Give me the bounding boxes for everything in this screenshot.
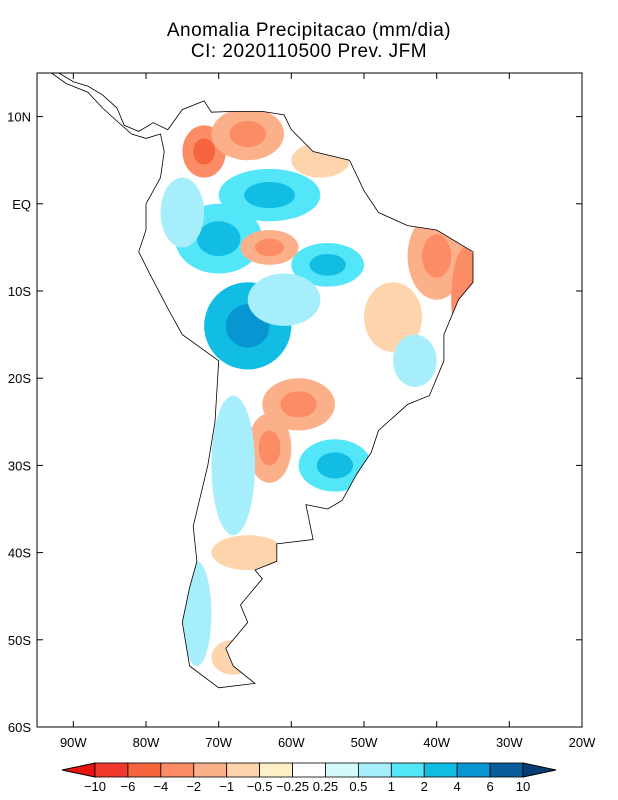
- colorbar-label: 6: [486, 779, 493, 794]
- anomaly-core: [309, 253, 346, 276]
- colorbar-swatch: [325, 762, 359, 778]
- colorbar-swatch: [489, 762, 524, 778]
- map-frame: [36, 72, 583, 728]
- colorbar-swatch: [357, 762, 392, 778]
- y-tick-label: EQ: [12, 197, 31, 212]
- anomaly-core: [244, 182, 295, 209]
- colorbar-label: 4: [454, 779, 461, 794]
- y-tick-label: 50S: [8, 633, 31, 648]
- colorbar-label: 2: [421, 779, 428, 794]
- chart-subtitle: CI: 2020110500 Prev. JFM: [190, 41, 428, 62]
- colorbar-swatch: [292, 762, 326, 778]
- colorbar-max-arrow: [522, 762, 557, 778]
- colorbar-label: −0.5: [247, 779, 273, 794]
- colorbar-min-arrow: [61, 762, 96, 778]
- anomaly-region: [211, 535, 285, 571]
- anomaly-core: [193, 138, 216, 165]
- y-tick-label: 60S: [8, 720, 31, 735]
- chart-title: Anomalia Precipitacao (mm/dia): [166, 20, 452, 41]
- colorbar-swatch: [127, 762, 162, 778]
- colorbar-label: 10: [516, 779, 530, 794]
- anomaly-core: [229, 120, 266, 148]
- y-tick-label: 30S: [8, 458, 31, 473]
- y-tick-label: 20S: [8, 371, 31, 386]
- anomaly-region: [160, 177, 205, 248]
- colorbar-label: 0.5: [349, 779, 367, 794]
- coastline: [50, 72, 474, 689]
- colorbar-swatch: [259, 762, 293, 778]
- colorbar-label: 0.25: [313, 779, 338, 794]
- anomaly-region: [393, 334, 437, 387]
- land-area: [51, 73, 473, 688]
- anomaly-core: [196, 221, 241, 257]
- colorbar-label: −2: [186, 779, 201, 794]
- colorbar-swatch: [390, 762, 425, 778]
- anomaly-core: [258, 430, 281, 466]
- x-tick-label: 80W: [133, 735, 160, 750]
- colorbar-label: −0.25: [276, 779, 309, 794]
- x-tick-label: 90W: [60, 735, 87, 750]
- x-tick-label: 20W: [569, 735, 596, 750]
- colorbar-swatch: [226, 762, 261, 778]
- colorbar-label: −6: [121, 779, 136, 794]
- colorbar-swatch: [456, 762, 491, 778]
- x-tick-label: 70W: [205, 735, 232, 750]
- anomaly-region: [451, 247, 473, 353]
- colorbar-swatch: [160, 762, 195, 778]
- colorbar-label: −4: [153, 779, 168, 794]
- anomaly-core: [458, 273, 473, 326]
- colorbar-swatch: [193, 762, 228, 778]
- colorbar-swatch: [423, 762, 458, 778]
- y-tick-label: 40S: [8, 546, 31, 561]
- x-tick-label: 60W: [278, 735, 305, 750]
- anomaly-region: [211, 639, 255, 675]
- anomaly-core: [316, 452, 354, 479]
- anomaly-region: [291, 142, 350, 178]
- x-tick-label: 30W: [496, 735, 523, 750]
- x-tick-label: 50W: [351, 735, 378, 750]
- anomaly-region: [211, 395, 255, 536]
- anomaly-core: [255, 238, 285, 257]
- colorbar-label: −10: [84, 779, 106, 794]
- colorbar-swatch: [94, 762, 129, 778]
- y-tick-label: 10S: [8, 284, 31, 299]
- anomaly-region: [247, 273, 321, 326]
- anomaly-core: [280, 391, 317, 418]
- colorbar-label: −1: [219, 779, 234, 794]
- anomaly-core: [422, 234, 452, 278]
- x-tick-label: 40W: [423, 735, 450, 750]
- anomaly-region: [364, 282, 423, 353]
- y-tick-label: 10N: [7, 110, 31, 125]
- colorbar-label: 1: [388, 779, 395, 794]
